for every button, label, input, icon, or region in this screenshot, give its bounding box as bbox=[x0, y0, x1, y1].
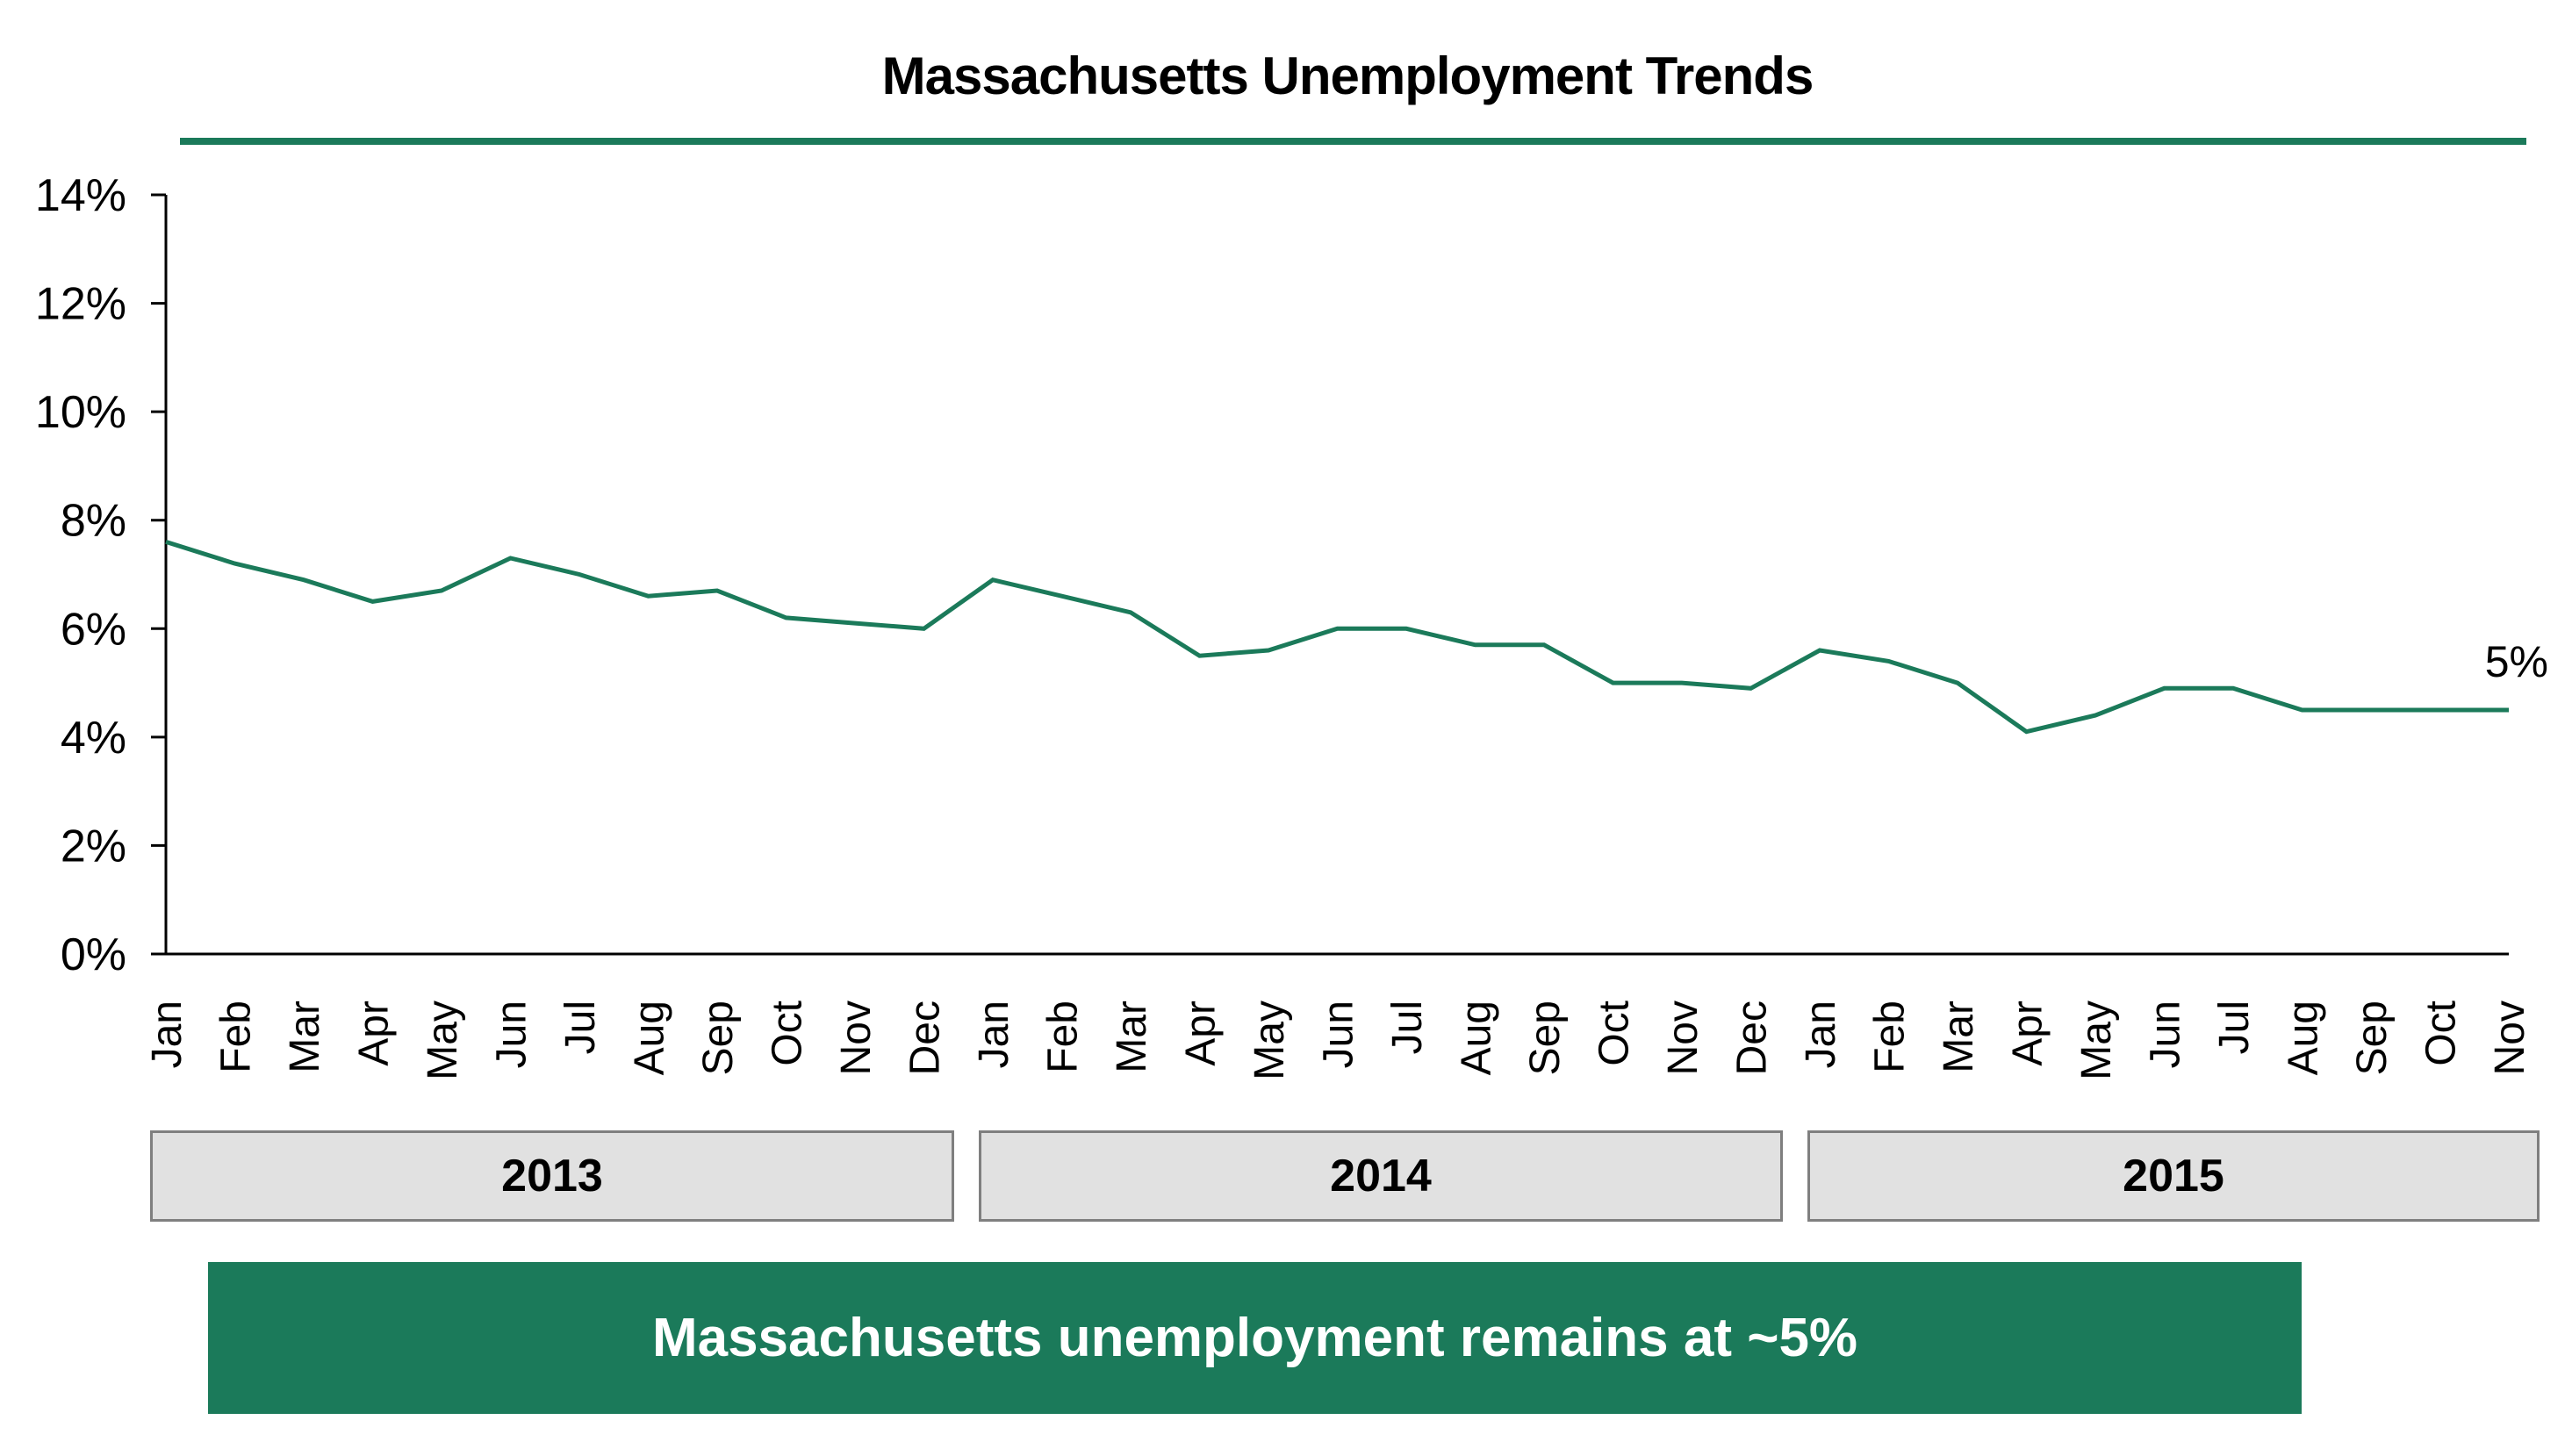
end-value-label: 5% bbox=[2485, 637, 2548, 686]
x-tick-label: Mar bbox=[1109, 1001, 1155, 1073]
y-tick-label: 12% bbox=[35, 279, 126, 330]
x-tick-label: Nov bbox=[1660, 1001, 1706, 1075]
summary-banner: Massachusetts unemployment remains at ~5… bbox=[208, 1262, 2302, 1414]
year-box-2015: 2015 bbox=[1807, 1130, 2540, 1222]
x-tick-label: Feb bbox=[1867, 1001, 1914, 1073]
x-tick-label: Feb bbox=[1040, 1001, 1087, 1073]
x-tick-label: May bbox=[2073, 1001, 2120, 1080]
title-divider bbox=[180, 138, 2526, 145]
y-tick-label: 6% bbox=[61, 604, 126, 655]
x-tick-label: Dec bbox=[902, 1001, 949, 1075]
unemployment-line bbox=[165, 540, 2509, 735]
x-tick-label: Aug bbox=[1454, 1001, 1500, 1075]
x-tick-label: Oct bbox=[1591, 1001, 1638, 1066]
x-tick-label: Jul bbox=[557, 1001, 604, 1054]
x-tick-label: May bbox=[1246, 1001, 1293, 1080]
x-tick-label: Mar bbox=[282, 1001, 328, 1073]
x-tick-label: Jan bbox=[144, 1001, 190, 1068]
x-tick-label: Nov bbox=[2487, 1001, 2533, 1075]
x-tick-label: Aug bbox=[627, 1001, 673, 1075]
x-tick-label: May bbox=[420, 1001, 466, 1080]
chart-title: Massachusetts Unemployment Trends bbox=[881, 47, 1814, 105]
x-tick-label: Sep bbox=[695, 1001, 742, 1075]
x-tick-label: Oct bbox=[2418, 1001, 2465, 1066]
x-tick-label: Nov bbox=[833, 1001, 880, 1075]
x-tick-label: Aug bbox=[2281, 1001, 2327, 1075]
x-tick-label: Jan bbox=[971, 1001, 1017, 1068]
x-tick-label: Mar bbox=[1936, 1001, 1982, 1073]
x-tick-label: Jan bbox=[1798, 1001, 1844, 1068]
x-tick-label: Jun bbox=[2143, 1001, 2189, 1068]
summary-banner-text: Massachusetts unemployment remains at ~5… bbox=[651, 1308, 1858, 1368]
y-tick-label: 4% bbox=[61, 713, 126, 764]
x-tick-label: Jun bbox=[1316, 1001, 1362, 1068]
y-tick-label: 0% bbox=[61, 929, 126, 980]
x-tick-label: Sep bbox=[2349, 1001, 2396, 1075]
x-tick-label: Jul bbox=[1384, 1001, 1431, 1054]
x-tick-label: Apr bbox=[2005, 1001, 2051, 1066]
x-tick-label: Jun bbox=[489, 1001, 535, 1068]
x-tick-label: Jul bbox=[2211, 1001, 2258, 1054]
y-tick-label: 14% bbox=[35, 170, 126, 221]
x-tick-label: Dec bbox=[1729, 1001, 1776, 1075]
x-tick-label: Apr bbox=[351, 1001, 398, 1066]
x-tick-label: Sep bbox=[1522, 1001, 1569, 1075]
line-chart: 0% 2% 4% 6% 8% 10% 12% 14% Jan Feb Mar Apr May Jun Jul… bbox=[35, 170, 2548, 1080]
x-tick-label: Oct bbox=[765, 1001, 811, 1066]
y-tick-label: 10% bbox=[35, 387, 126, 438]
x-tick-label: Apr bbox=[1178, 1001, 1225, 1066]
x-tick-label: Feb bbox=[213, 1001, 260, 1073]
y-tick-label: 2% bbox=[61, 821, 126, 871]
year-box-2014: 2014 bbox=[979, 1130, 1783, 1222]
year-box-2013: 2013 bbox=[150, 1130, 954, 1222]
y-tick-label: 8% bbox=[61, 496, 126, 547]
